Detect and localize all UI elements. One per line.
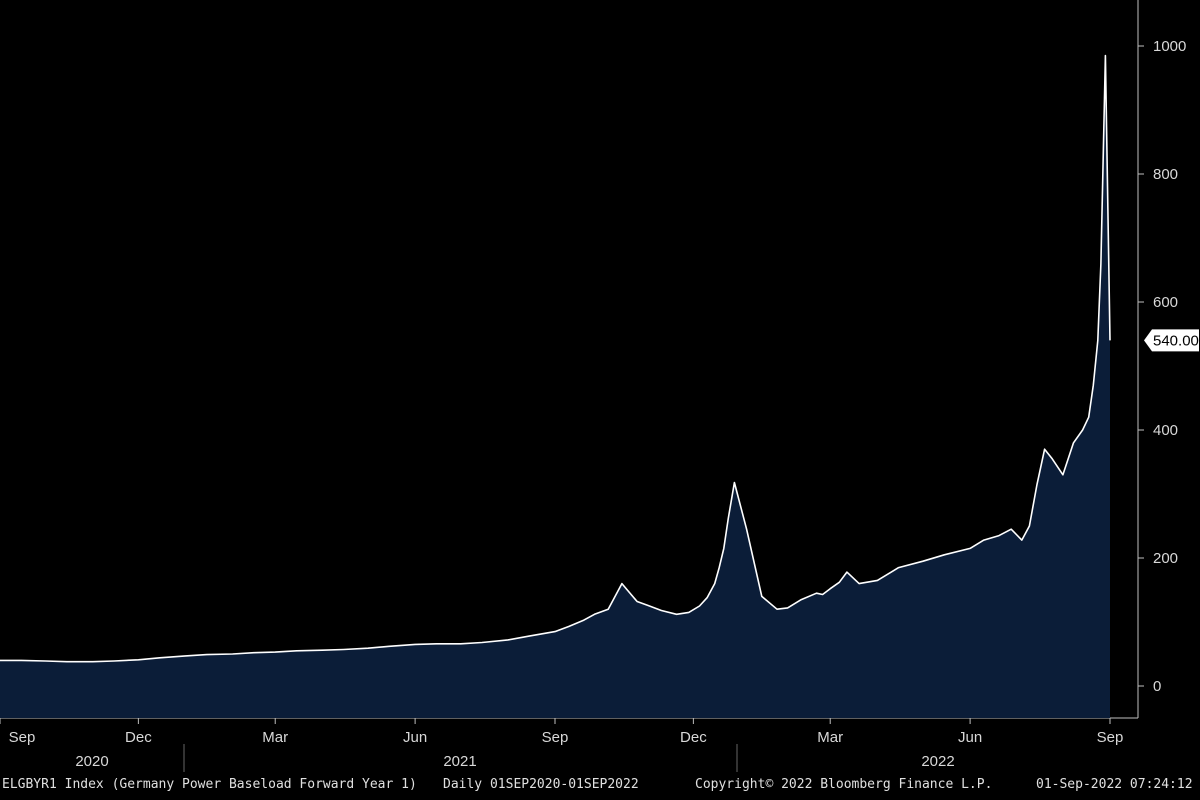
y-axis: 0 200 400 600 800 1000 [1138, 38, 1186, 695]
copyright: Copyright© 2022 Bloomberg Finance L.P. [695, 777, 993, 792]
series-line [0, 54, 1111, 663]
y-tick-label: 800 [1153, 166, 1178, 183]
y-tick-label: 0 [1153, 678, 1161, 695]
year-label: 2020 [75, 753, 108, 770]
x-tick-label: Mar [262, 729, 288, 746]
series-area [0, 55, 1110, 719]
year-label: 2021 [443, 753, 476, 770]
y-tick-label: 600 [1153, 294, 1178, 311]
last-value-box [1144, 329, 1199, 352]
year-label: 2022 [921, 753, 954, 770]
last-value-marker: 540.00 [1144, 329, 1199, 352]
x-tick-label: Sep [542, 729, 569, 746]
ticker-full-name: (Germany Power Baseload Forward Year 1) [111, 777, 417, 792]
y-tick-label: 400 [1153, 422, 1178, 439]
y-tick-label: 1000 [1153, 38, 1186, 55]
x-tick-label: Dec [680, 729, 707, 746]
ticker: ELGBYR1 Index [2, 777, 104, 792]
x-axis: Sep Dec Mar Jun Sep Dec Mar Jun Sep 2020 2021 2022 [0, 718, 1123, 770]
date-range: Daily 01SEP2020-01SEP2022 [443, 777, 639, 792]
timestamp: 01-Sep-2022 07:24:12 [1036, 777, 1193, 792]
x-tick-label: Dec [125, 729, 152, 746]
ticker-description: ELGBYR1 Index (Germany Power Baseload Fo… [2, 777, 417, 792]
x-tick-label: Sep [1097, 729, 1124, 746]
x-tick-label: Sep [9, 729, 36, 746]
last-value-label: 540.00 [1153, 332, 1199, 349]
x-tick-label: Mar [817, 729, 843, 746]
x-tick-label: Jun [958, 729, 982, 746]
x-tick-label: Jun [403, 729, 427, 746]
y-tick-label: 200 [1153, 550, 1178, 567]
